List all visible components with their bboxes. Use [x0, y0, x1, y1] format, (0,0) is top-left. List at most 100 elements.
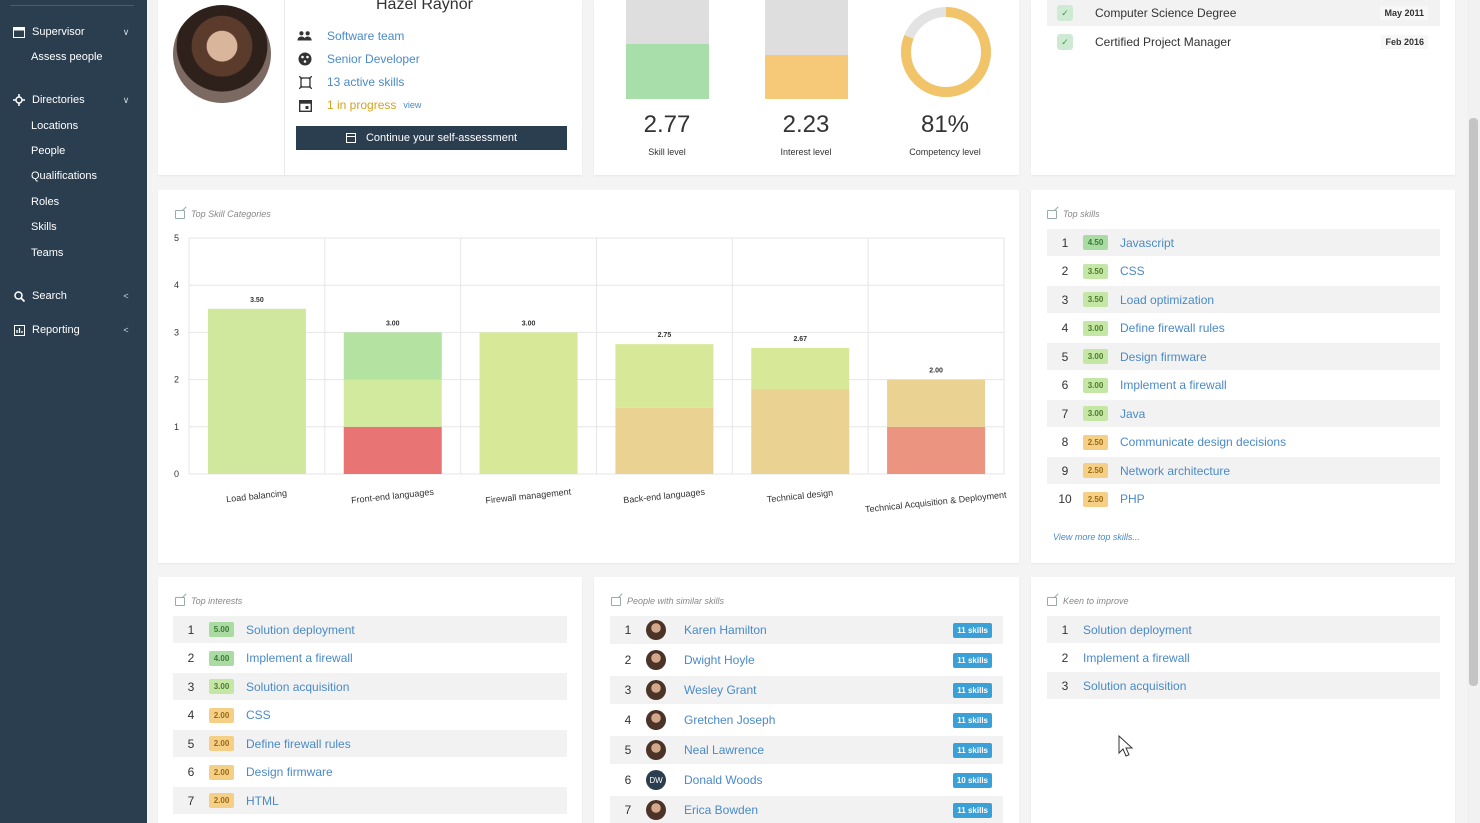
bar-segment[interactable]	[343, 379, 442, 427]
top-skill-row[interactable]: 9 2.50 Network architecture	[1047, 457, 1440, 484]
nav-item-qualifications[interactable]: Qualifications	[31, 170, 98, 182]
similar-person-row[interactable]: 1 Karen Hamilton 11 skills	[610, 616, 1003, 644]
profile-skills-link[interactable]: 13 active skills	[327, 75, 405, 89]
top-skill-row[interactable]: 4 3.00 Define firewall rules	[1047, 315, 1440, 342]
keen-to-improve-card	[1031, 577, 1455, 823]
page-scrollbar[interactable]	[1467, 0, 1480, 823]
bar-segment[interactable]	[343, 426, 442, 474]
nav-directories[interactable]: Directories ∨	[0, 89, 147, 111]
rank-number: 6	[187, 765, 195, 779]
top-interest-row[interactable]: 2 4.00 Implement a firewall	[173, 645, 567, 672]
bar-segment[interactable]	[751, 389, 850, 474]
profile-role-link[interactable]: Senior Developer	[327, 52, 420, 66]
qualification-row[interactable]: ✓ Computer Science Degree May 2011	[1047, 0, 1440, 26]
person-name-link[interactable]: Wesley Grant	[684, 683, 757, 697]
interest-name-link[interactable]: Solution acquisition	[246, 679, 350, 694]
bar-segment[interactable]	[207, 308, 306, 474]
person-name-link[interactable]: Erica Bowden	[684, 803, 759, 817]
external-link-icon[interactable]	[175, 209, 185, 219]
skill-name-link[interactable]: Java	[1120, 406, 1146, 421]
bar-segment[interactable]	[479, 332, 578, 474]
nav-item-roles[interactable]: Roles	[31, 196, 60, 208]
person-name-link[interactable]: Donald Woods	[684, 773, 763, 787]
profile-skills-row: 13 active skills	[297, 74, 404, 90]
nav-search[interactable]: Search <	[0, 285, 147, 307]
external-link-icon[interactable]	[175, 596, 185, 606]
interest-name-link[interactable]: Implement a firewall	[246, 651, 353, 665]
keen-to-improve-row[interactable]: 3 Solution acquisition	[1047, 672, 1440, 699]
external-link-icon[interactable]	[1047, 209, 1057, 219]
similar-person-row[interactable]: 4 Gretchen Joseph 11 skills	[610, 706, 1003, 734]
top-skill-row[interactable]: 2 3.50 CSS	[1047, 258, 1440, 285]
reporting-icon	[12, 323, 26, 337]
nav-item-skills[interactable]: Skills	[31, 221, 57, 233]
top-interest-row[interactable]: 1 5.00 Solution deployment	[173, 616, 567, 643]
qualification-row[interactable]: ✓ Certified Project Manager Feb 2016	[1047, 29, 1440, 55]
profile-team-link[interactable]: Software team	[327, 29, 405, 43]
nav-reporting[interactable]: Reporting <	[0, 319, 147, 341]
top-skill-row[interactable]: 10 2.50 PHP	[1047, 486, 1440, 513]
bar-segment[interactable]	[615, 344, 714, 408]
top-interest-row[interactable]: 7 2.00 HTML	[173, 787, 567, 814]
skill-name-link[interactable]: Define firewall rules	[1120, 321, 1225, 335]
skill-name-link[interactable]: Network architecture	[1120, 463, 1231, 478]
interest-name-link[interactable]: HTML	[246, 793, 279, 808]
profile-progress-text: 1 in progress	[327, 98, 397, 112]
scrollbar-thumb[interactable]	[1469, 118, 1478, 686]
keen-skill-link[interactable]: Implement a firewall	[1083, 650, 1190, 665]
person-name-link[interactable]: Neal Lawrence	[684, 743, 765, 757]
skills-count-badge: 10 skills	[952, 772, 992, 788]
bar-segment[interactable]	[751, 347, 850, 390]
profile-progress-view-link[interactable]: view	[403, 100, 422, 110]
keen-skill-link[interactable]: Solution acquisition	[1083, 678, 1187, 693]
bar-segment[interactable]	[887, 426, 986, 474]
interest-name-link[interactable]: Design firmware	[246, 765, 333, 779]
interest-level-fill	[765, 54, 848, 99]
top-interest-row[interactable]: 5 2.00 Define firewall rules	[173, 730, 567, 757]
qualification-date: Feb 2016	[1381, 35, 1428, 49]
bar-segment[interactable]	[615, 407, 714, 474]
nav-item-teams[interactable]: Teams	[31, 247, 64, 259]
interest-name-link[interactable]: CSS	[246, 708, 271, 722]
person-name-link[interactable]: Gretchen Joseph	[684, 713, 776, 727]
keen-to-improve-row[interactable]: 2 Implement a firewall	[1047, 644, 1440, 671]
top-skill-row[interactable]: 5 3.00 Design firmware	[1047, 343, 1440, 370]
top-skill-row[interactable]: 6 3.00 Implement a firewall	[1047, 372, 1440, 399]
top-skill-row[interactable]: 3 3.50 Load optimization	[1047, 286, 1440, 313]
top-skill-row[interactable]: 1 4.50 Javascript	[1047, 229, 1440, 256]
top-interest-row[interactable]: 4 2.00 CSS	[173, 702, 567, 729]
nav-item-people[interactable]: People	[31, 145, 66, 157]
top-skill-row[interactable]: 7 3.00 Java	[1047, 400, 1440, 427]
bar-segment[interactable]	[887, 379, 986, 427]
person-name-link[interactable]: Karen Hamilton	[684, 623, 767, 637]
rank-number: 2	[1061, 264, 1069, 278]
similar-person-row[interactable]: 6 DW Donald Woods 10 skills	[610, 766, 1003, 794]
skill-name-link[interactable]: Implement a firewall	[1120, 378, 1227, 392]
top-interest-row[interactable]: 6 2.00 Design firmware	[173, 759, 567, 786]
nav-item-locations[interactable]: Locations	[31, 120, 79, 132]
top-skill-row[interactable]: 8 2.50 Communicate design decisions	[1047, 429, 1440, 456]
skill-name-link[interactable]: CSS	[1120, 264, 1145, 278]
similar-person-row[interactable]: 7 Erica Bowden 11 skills	[610, 796, 1003, 823]
nav-item-assess-people[interactable]: Assess people	[31, 51, 103, 63]
similar-person-row[interactable]: 2 Dwight Hoyle 11 skills	[610, 646, 1003, 674]
top-interest-row[interactable]: 3 3.00 Solution acquisition	[173, 673, 567, 700]
skill-name-link[interactable]: PHP	[1120, 492, 1145, 506]
interest-name-link[interactable]: Define firewall rules	[246, 736, 351, 751]
view-more-top-skills-link[interactable]: View more top skills...	[1053, 532, 1140, 542]
nav-supervisor[interactable]: Supervisor ∨	[0, 21, 147, 43]
continue-self-assessment-button[interactable]: Continue your self-assessment	[296, 126, 567, 150]
external-link-icon[interactable]	[611, 596, 621, 606]
skill-name-link[interactable]: Javascript	[1120, 235, 1175, 250]
keen-skill-link[interactable]: Solution deployment	[1083, 622, 1192, 637]
skill-name-link[interactable]: Design firmware	[1120, 349, 1207, 364]
skill-name-link[interactable]: Communicate design decisions	[1120, 435, 1287, 449]
similar-person-row[interactable]: 5 Neal Lawrence 11 skills	[610, 736, 1003, 764]
external-link-icon[interactable]	[1047, 596, 1057, 606]
bar-segment[interactable]	[343, 332, 442, 380]
skill-name-link[interactable]: Load optimization	[1120, 292, 1215, 307]
interest-name-link[interactable]: Solution deployment	[246, 622, 355, 637]
person-name-link[interactable]: Dwight Hoyle	[684, 653, 755, 667]
keen-to-improve-row[interactable]: 1 Solution deployment	[1047, 616, 1440, 643]
similar-person-row[interactable]: 3 Wesley Grant 11 skills	[610, 676, 1003, 704]
